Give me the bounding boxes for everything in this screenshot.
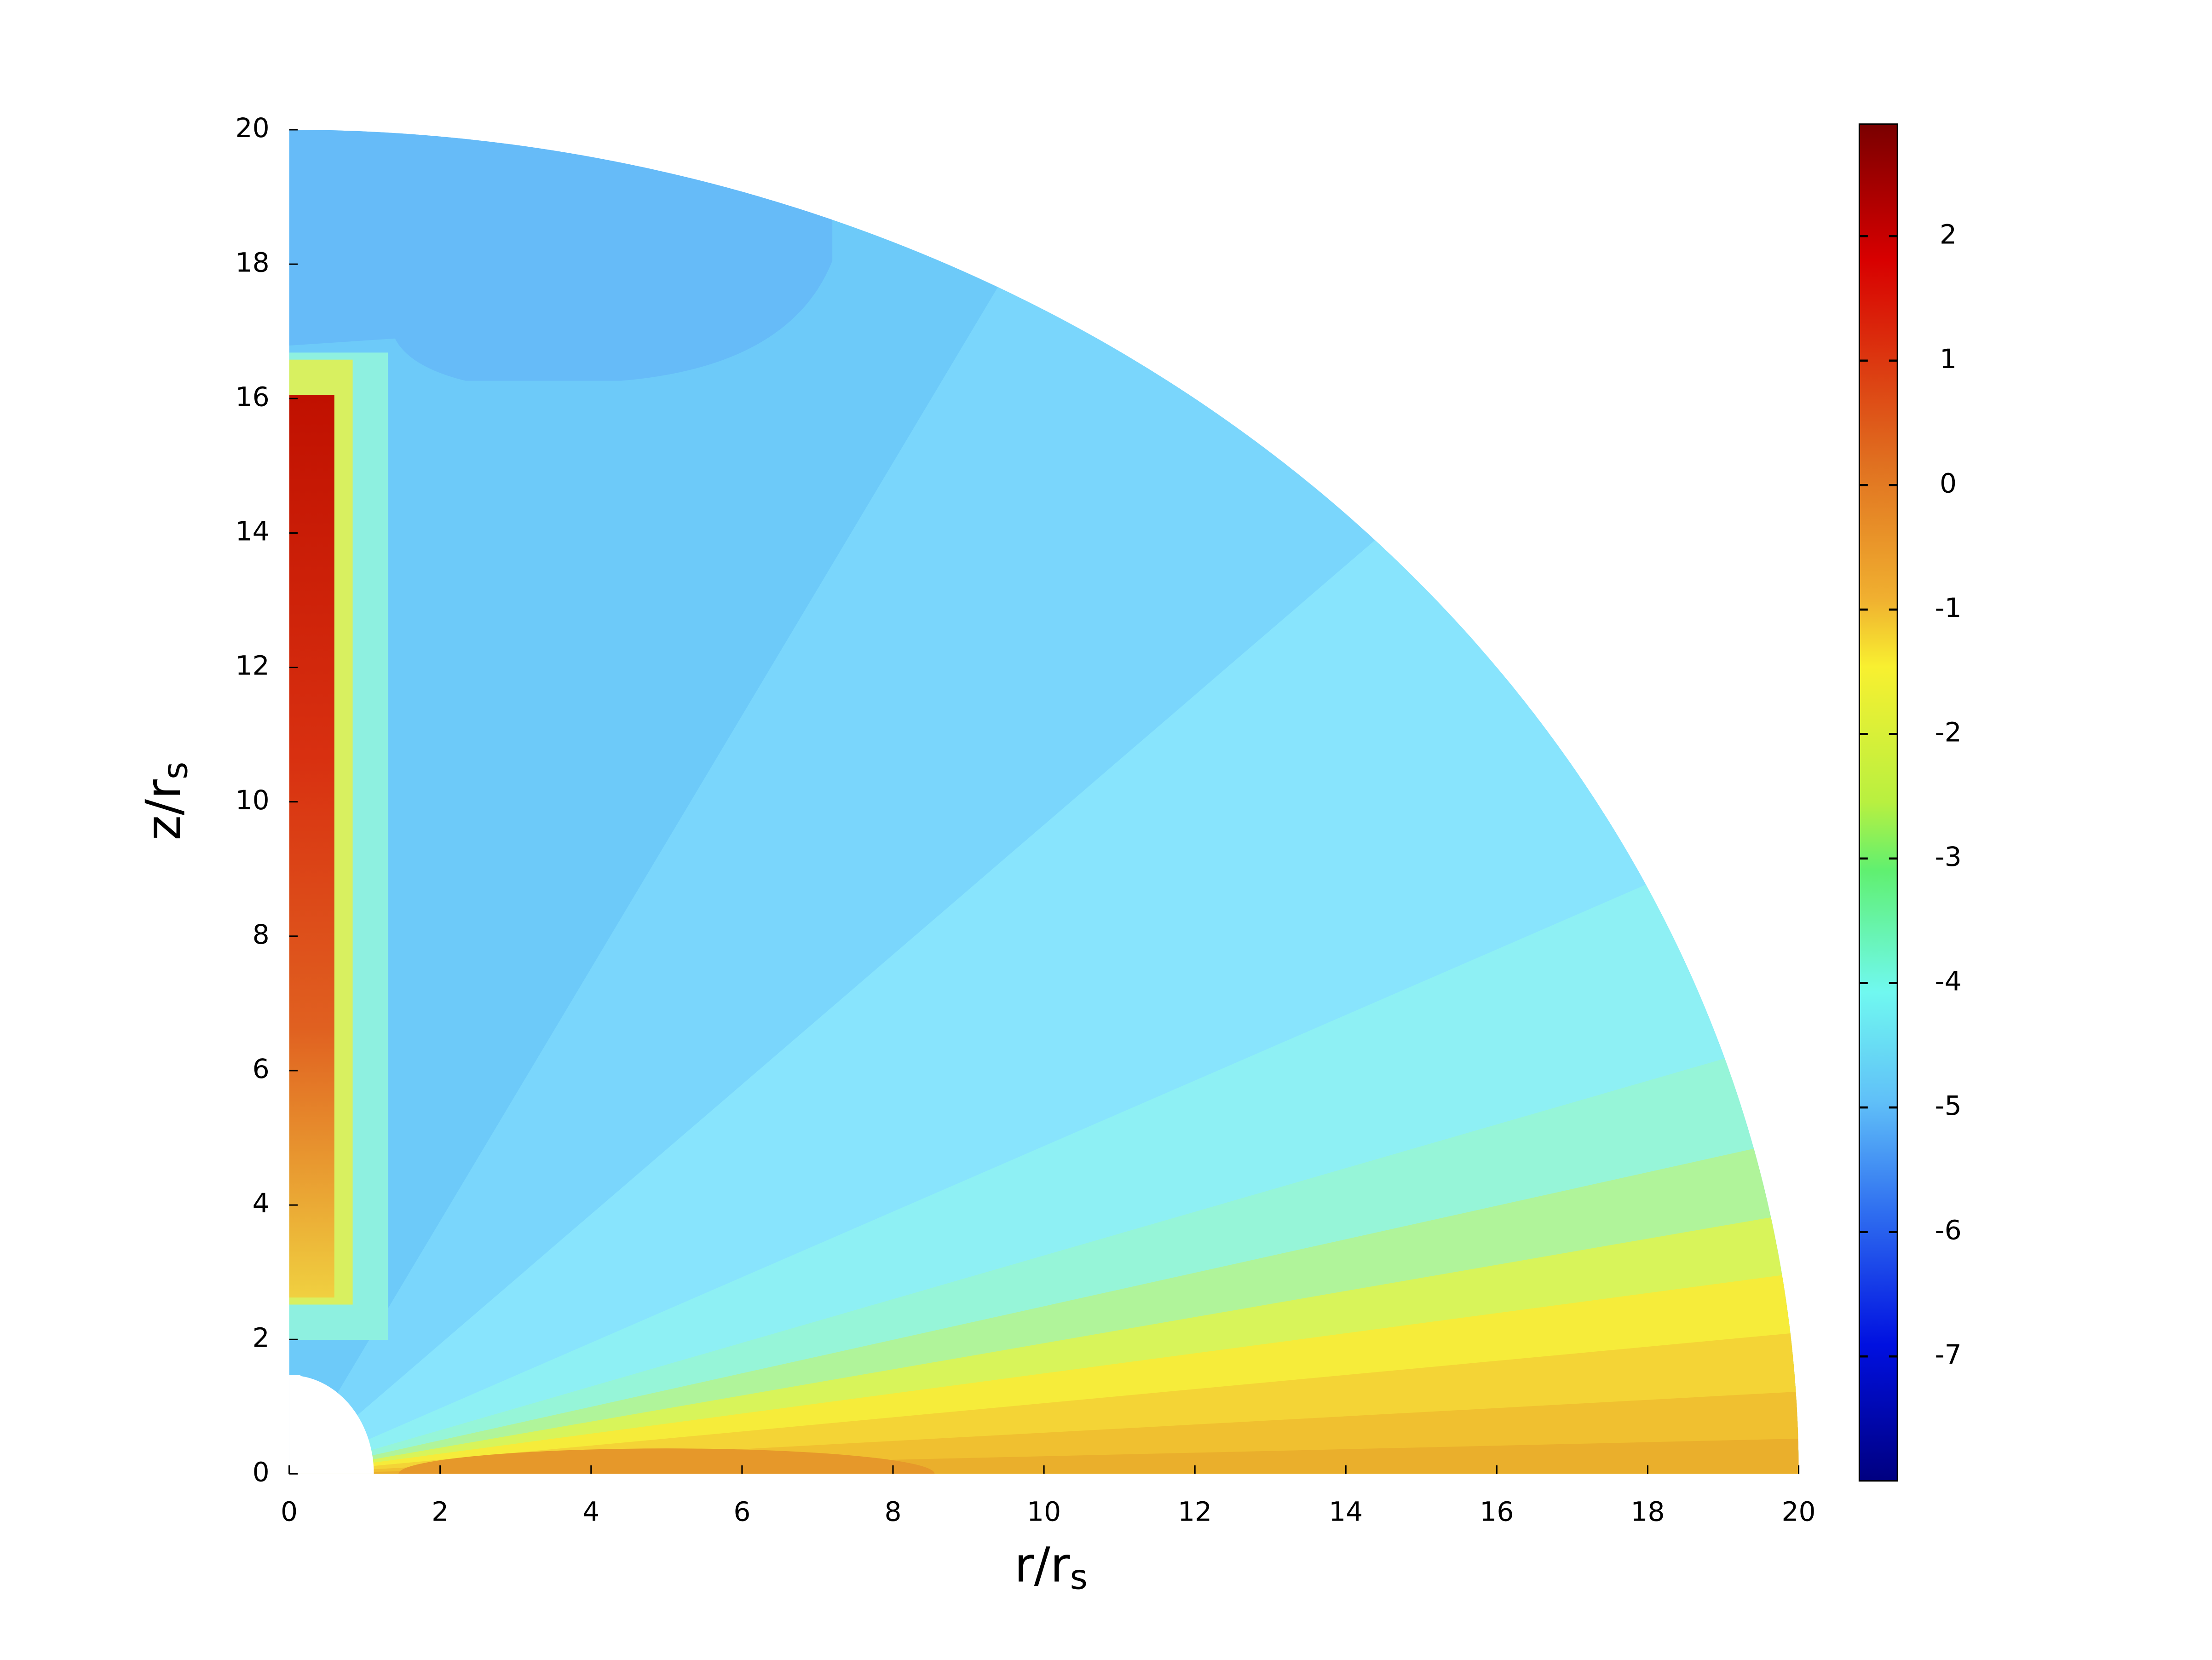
y-tick-label: 2	[253, 1322, 270, 1353]
colorbar	[1858, 123, 1898, 1482]
y-tick-label: 20	[236, 112, 270, 144]
colorbar-tick-label: -7	[1935, 1339, 1962, 1370]
x-tick-label: 20	[1781, 1496, 1815, 1527]
colorbar-tick-label: 2	[1940, 219, 1957, 250]
y-tick-label: 6	[253, 1053, 270, 1084]
colorbar-tick-label: -6	[1935, 1215, 1962, 1246]
colorbar-tick-label: 0	[1940, 467, 1957, 499]
colorbar-tick-label: -3	[1935, 841, 1962, 872]
y-tick-label: 0	[253, 1456, 270, 1487]
contour-band	[289, 130, 833, 381]
y-tick-label: 4	[253, 1187, 270, 1219]
colorbar-tick-label: -1	[1935, 592, 1962, 623]
x-tick-label: 18	[1630, 1496, 1665, 1527]
contour-field	[289, 130, 1799, 1474]
x-tick-label: 0	[281, 1496, 298, 1527]
contour-band	[289, 1375, 301, 1474]
x-tick-label: 6	[733, 1496, 750, 1527]
contour-band	[398, 1448, 935, 1474]
colorbar-tick-label: -5	[1935, 1090, 1962, 1121]
x-axis-label-main: r/r	[1014, 1537, 1070, 1593]
y-tick-label: 8	[253, 919, 270, 950]
y-tick-label: 10	[236, 784, 270, 816]
x-tick-label: 12	[1178, 1496, 1212, 1527]
y-tick-label: 16	[236, 381, 270, 412]
x-axis-label: r/rs	[1014, 1537, 1088, 1597]
x-tick-label: 8	[884, 1496, 901, 1527]
x-tick-label: 16	[1480, 1496, 1514, 1527]
y-axis-label-sub: s	[156, 762, 195, 779]
x-tick-label: 4	[582, 1496, 599, 1527]
x-tick-label: 2	[432, 1496, 449, 1527]
colorbar-tick-label: 1	[1940, 343, 1957, 375]
x-axis-label-sub: s	[1070, 1558, 1088, 1597]
y-axis-label-main: z/r	[135, 779, 191, 841]
y-tick-label: 14	[236, 516, 270, 547]
y-tick-label: 12	[236, 650, 270, 681]
x-tick-label: 10	[1027, 1496, 1061, 1527]
y-tick-label: 18	[236, 247, 270, 278]
y-axis-label: z/rs	[135, 762, 196, 841]
x-tick-label: 14	[1329, 1496, 1363, 1527]
contour-band	[289, 395, 334, 1298]
colorbar-tick-label: -2	[1935, 717, 1962, 748]
colorbar-tick-label: -4	[1935, 966, 1962, 997]
contour-band	[289, 1375, 374, 1474]
